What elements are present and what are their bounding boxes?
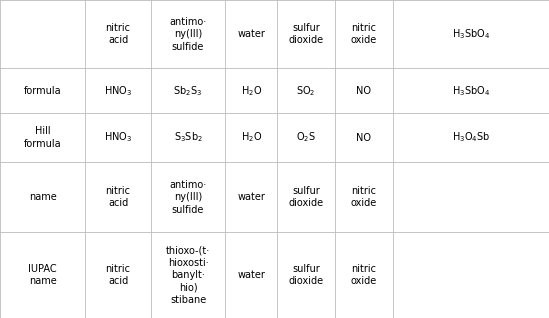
Text: H$_3$SbO$_4$: H$_3$SbO$_4$ xyxy=(452,27,490,41)
Text: nitric
acid: nitric acid xyxy=(105,186,131,208)
Text: Sb$_2$S$_3$: Sb$_2$S$_3$ xyxy=(173,84,203,98)
Text: nitric
oxide: nitric oxide xyxy=(351,23,377,45)
Text: sulfur
dioxide: sulfur dioxide xyxy=(289,23,323,45)
Text: thioxo-(t·
hioxosti·
banylt·
hio)
stibane: thioxo-(t· hioxosti· banylt· hio) stiban… xyxy=(166,245,210,305)
Text: NO: NO xyxy=(356,86,371,96)
Text: SO$_2$: SO$_2$ xyxy=(296,84,316,98)
Text: HNO$_3$: HNO$_3$ xyxy=(104,131,132,144)
Text: sulfur
dioxide: sulfur dioxide xyxy=(289,186,323,208)
Text: IUPAC
name: IUPAC name xyxy=(28,264,57,286)
Text: water: water xyxy=(237,270,265,280)
Text: water: water xyxy=(237,192,265,202)
Text: nitric
acid: nitric acid xyxy=(105,264,131,286)
Text: H$_3$SbO$_4$: H$_3$SbO$_4$ xyxy=(452,84,490,98)
Text: NO: NO xyxy=(356,133,371,142)
Text: nitric
oxide: nitric oxide xyxy=(351,186,377,208)
Text: O$_2$S: O$_2$S xyxy=(296,131,316,144)
Text: HNO$_3$: HNO$_3$ xyxy=(104,84,132,98)
Text: H$_2$O: H$_2$O xyxy=(240,84,262,98)
Text: antimo·
ny(III)
sulfide: antimo· ny(III) sulfide xyxy=(170,17,206,52)
Text: sulfur
dioxide: sulfur dioxide xyxy=(289,264,323,286)
Text: H$_3$O$_4$Sb: H$_3$O$_4$Sb xyxy=(452,131,490,144)
Text: formula: formula xyxy=(24,86,61,96)
Text: S$_3$Sb$_2$: S$_3$Sb$_2$ xyxy=(173,131,203,144)
Text: nitric
oxide: nitric oxide xyxy=(351,264,377,286)
Text: nitric
acid: nitric acid xyxy=(105,23,131,45)
Text: water: water xyxy=(237,29,265,39)
Text: name: name xyxy=(29,192,57,202)
Text: antimo·
ny(III)
sulfide: antimo· ny(III) sulfide xyxy=(170,180,206,215)
Text: Hill
formula: Hill formula xyxy=(24,126,61,149)
Text: H$_2$O: H$_2$O xyxy=(240,131,262,144)
